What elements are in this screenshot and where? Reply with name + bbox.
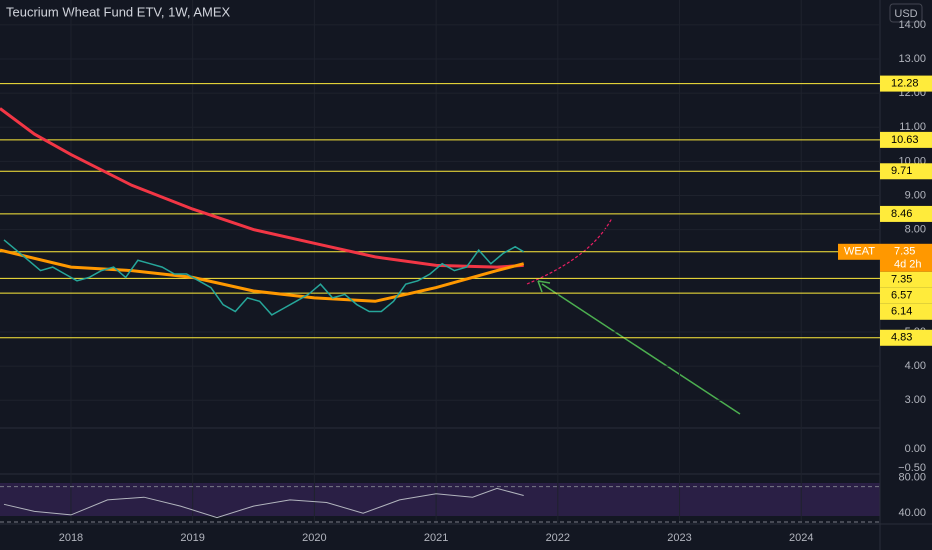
level-label: 6.57 xyxy=(891,290,912,302)
y-tick-label: 8.00 xyxy=(905,224,926,236)
moving-average xyxy=(0,107,524,269)
y-tick-label: 3.00 xyxy=(905,394,926,406)
y-tick-label: 9.00 xyxy=(905,189,926,201)
rsi-tick-label: 40.00 xyxy=(898,507,926,519)
countdown: 4d 2h xyxy=(894,259,922,271)
level-label: 7.35 xyxy=(891,274,912,286)
rsi-line xyxy=(3,487,524,519)
x-tick-label: 2021 xyxy=(424,532,448,544)
x-tick-label: 2018 xyxy=(59,532,83,544)
symbol: WEAT xyxy=(844,246,875,258)
level-label: 4.83 xyxy=(891,332,912,344)
level-label: 9.71 xyxy=(891,165,912,177)
x-tick-label: 2019 xyxy=(180,532,204,544)
level-label: 12.28 xyxy=(891,77,919,89)
y-tick-label: 14.00 xyxy=(898,19,926,31)
rsi-band xyxy=(0,483,880,516)
macd-tick-label: −0.50 xyxy=(898,462,926,474)
currency-box xyxy=(889,3,923,23)
moving-average xyxy=(0,248,525,303)
level-label-box xyxy=(880,329,932,346)
level-label-box xyxy=(880,287,932,304)
rsi-tick-label: 80.00 xyxy=(898,472,926,484)
x-tick-label: 2020 xyxy=(302,532,326,544)
level-label-box xyxy=(880,131,932,148)
x-tick-label: 2023 xyxy=(667,532,691,544)
level-label-box xyxy=(880,303,932,320)
y-tick-label: 4.00 xyxy=(905,360,926,372)
level-label: 10.63 xyxy=(891,134,919,146)
projection-curve xyxy=(526,217,613,285)
arrow-head xyxy=(537,280,551,293)
level-label-box xyxy=(880,271,932,288)
price-line xyxy=(3,239,525,316)
price-box xyxy=(880,243,932,272)
x-tick-label: 2022 xyxy=(546,532,570,544)
level-label-box xyxy=(880,163,932,180)
last-price: 7.35 xyxy=(894,246,915,258)
macd-tick-label: 0.00 xyxy=(905,443,926,455)
symbol-box xyxy=(838,243,880,260)
level-label: 6.14 xyxy=(891,306,912,318)
y-tick-label: 11.00 xyxy=(899,121,926,133)
chart-title: Teucrium Wheat Fund ETV, 1W, AMEX xyxy=(6,4,231,19)
level-label: 8.46 xyxy=(891,208,912,220)
level-label-box xyxy=(880,75,932,92)
x-tick-label: 2024 xyxy=(789,532,813,544)
currency: USD xyxy=(894,8,917,20)
level-label-box xyxy=(880,205,932,222)
arrow-line xyxy=(541,283,741,415)
y-tick-label: 13.00 xyxy=(898,53,926,65)
